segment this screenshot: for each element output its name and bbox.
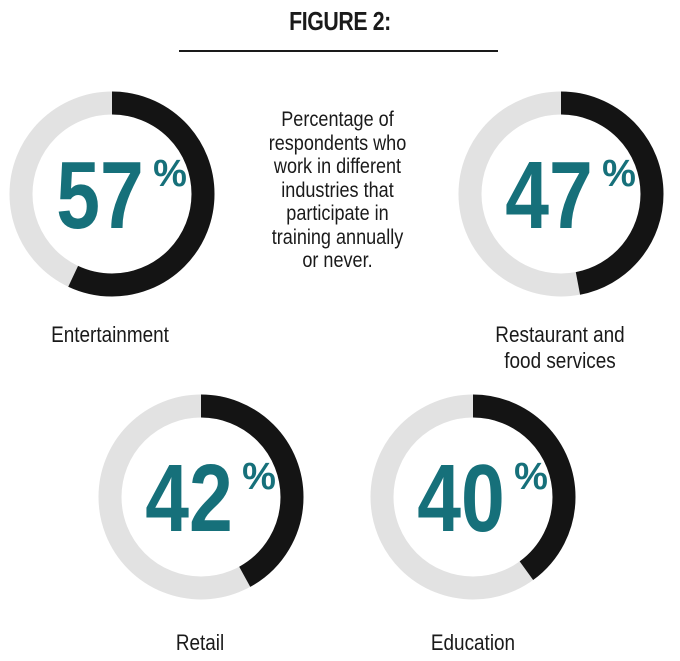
label-retail: Retail [175,630,225,655]
percent-sign-education: % [514,456,548,498]
value-number-education: 40 [417,445,505,552]
percent-sign-retail: % [242,456,276,498]
label-restaurant: Restaurant and food services [495,322,625,373]
ring-value-entertainment [9,91,215,297]
figure-description: Percentage of respondents who work in di… [268,108,407,272]
label-education: Education [430,630,516,655]
ring-value-restaurant [458,91,664,297]
percent-sign-entertainment: % [153,153,187,195]
value-number-entertainment: 57 [56,142,144,249]
value-number-retail: 42 [145,445,233,552]
ring-value-education [370,394,576,600]
title-divider [179,50,498,52]
ring-value-retail [98,394,304,600]
figure-title: FIGURE 2: [289,6,391,36]
percent-sign-restaurant: % [602,153,636,195]
label-entertainment: Entertainment [51,322,169,347]
value-number-restaurant: 47 [505,142,593,249]
